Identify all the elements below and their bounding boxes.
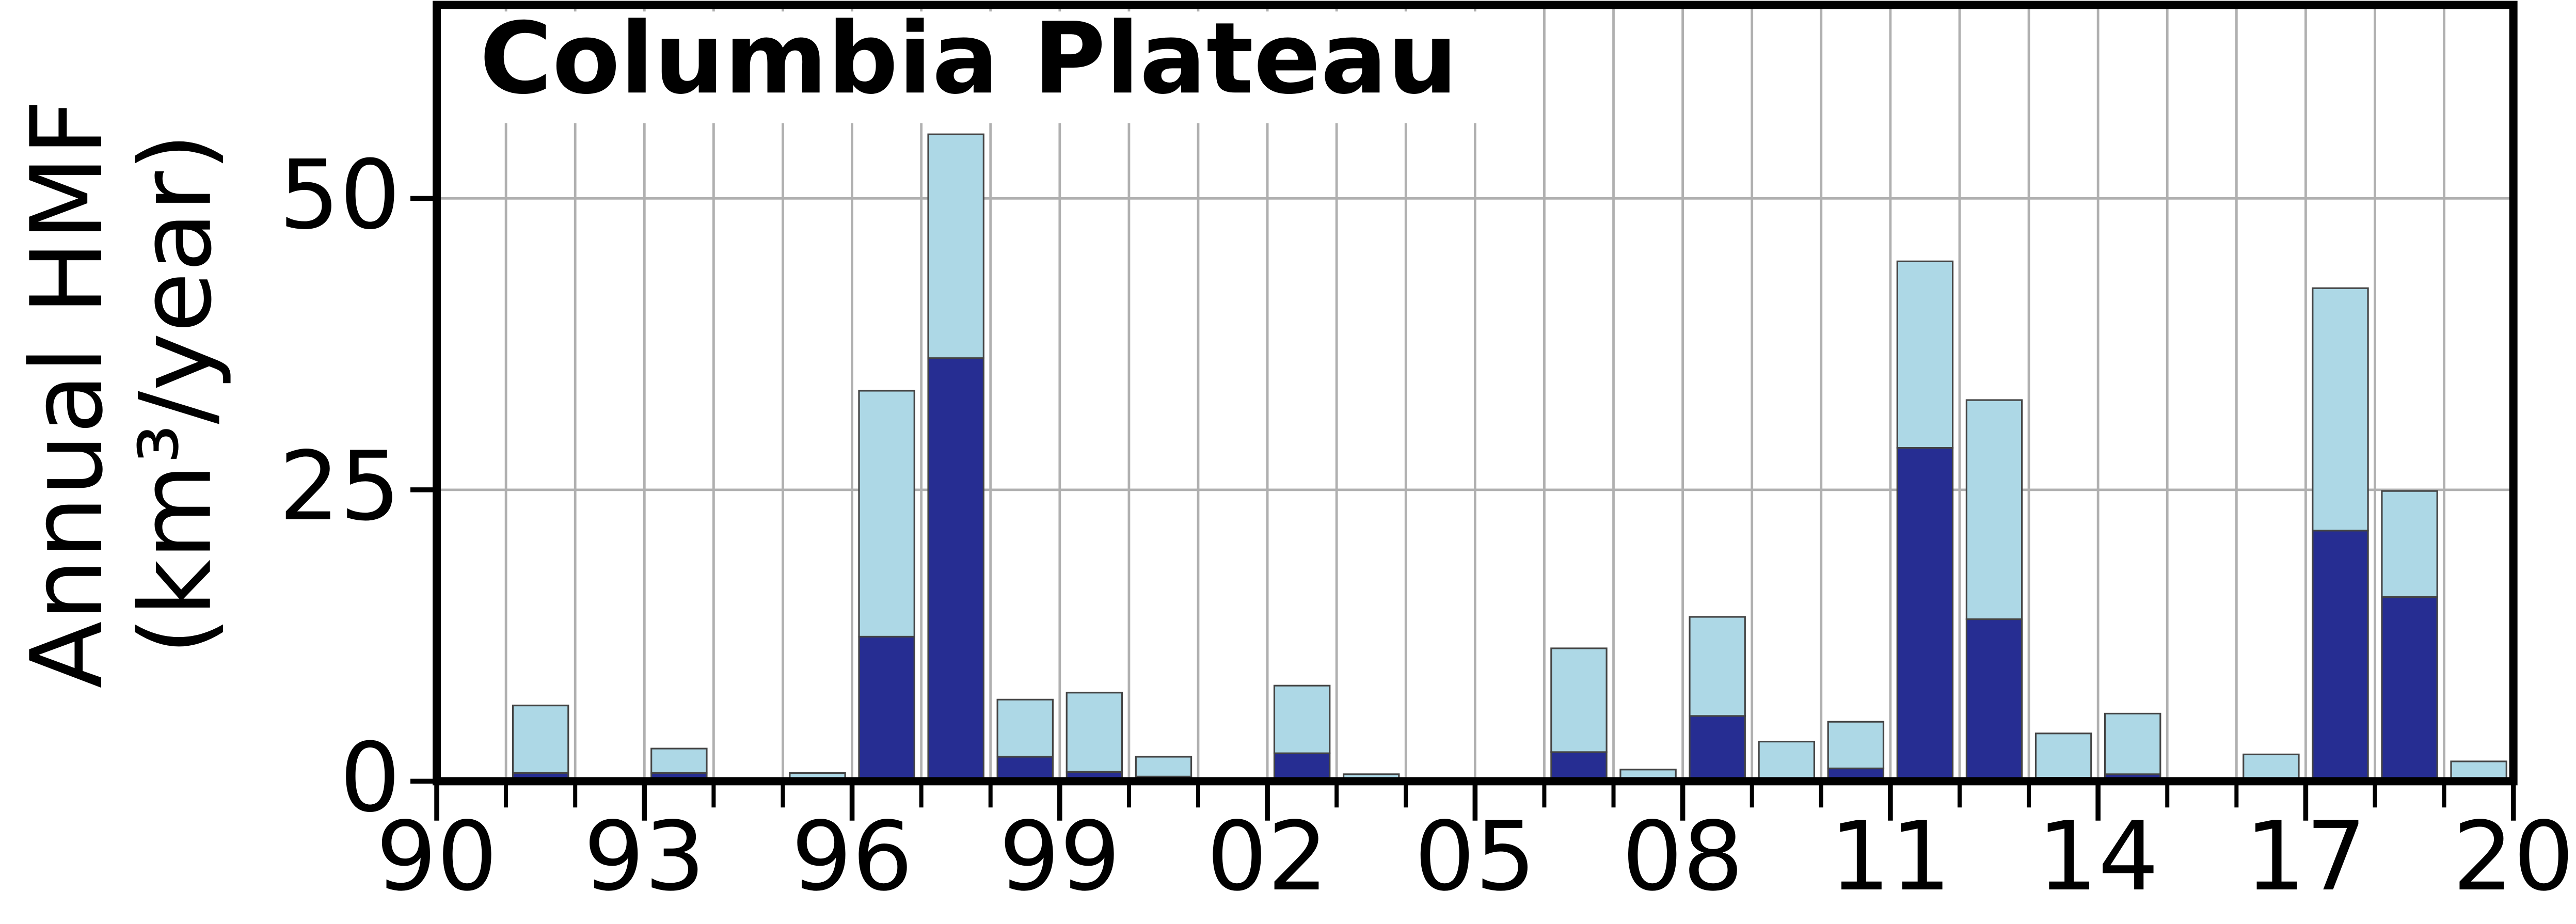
bar (650, 747, 708, 774)
bar (1965, 618, 2023, 782)
y-axis-label: (km³/year) (119, 133, 233, 655)
y-tick-label: 0 (340, 722, 401, 834)
bar (2312, 530, 2369, 782)
bar (1273, 684, 1331, 754)
bar (927, 133, 984, 359)
y-tick-label: 25 (279, 431, 401, 542)
bar (2104, 712, 2161, 775)
bar (1896, 447, 1954, 782)
x-tick-label: 11 (1830, 801, 1951, 912)
plot-frame (433, 1, 2518, 786)
bar (2381, 490, 2438, 598)
bar (1066, 692, 1123, 773)
x-tick-label: 20 (2453, 801, 2574, 912)
bar (1550, 751, 1608, 782)
x-tick-label: 96 (791, 801, 913, 912)
bar (1550, 647, 1608, 753)
bar (1758, 741, 1815, 782)
bar (1135, 756, 1192, 777)
x-tick-label: 93 (584, 801, 706, 912)
title-background (469, 11, 1500, 123)
bar (1896, 260, 1954, 449)
bar (927, 357, 984, 782)
bar (858, 635, 915, 782)
x-tick-label: 90 (376, 801, 498, 912)
x-tick-label: 05 (1414, 801, 1536, 912)
chart-title: Columbia Plateau (480, 2, 1458, 117)
bar (1689, 616, 1746, 717)
bar (1827, 721, 1885, 770)
x-tick-label: 02 (1206, 801, 1328, 912)
x-tick-label: 99 (999, 801, 1121, 912)
bar (1965, 399, 2023, 620)
bar (2312, 287, 2369, 532)
x-tick-label: 14 (2037, 801, 2159, 912)
bar (512, 705, 569, 774)
bar (2381, 596, 2438, 782)
bar (858, 390, 915, 638)
x-tick-label: 08 (1622, 801, 1744, 912)
bar (1689, 715, 1746, 782)
x-tick-label: 17 (2245, 801, 2367, 912)
bar (996, 698, 1054, 758)
y-tick-label: 50 (279, 139, 401, 251)
y-axis-label: Annual HMF (10, 99, 125, 688)
bar (2034, 732, 2092, 779)
bar (1273, 752, 1331, 782)
